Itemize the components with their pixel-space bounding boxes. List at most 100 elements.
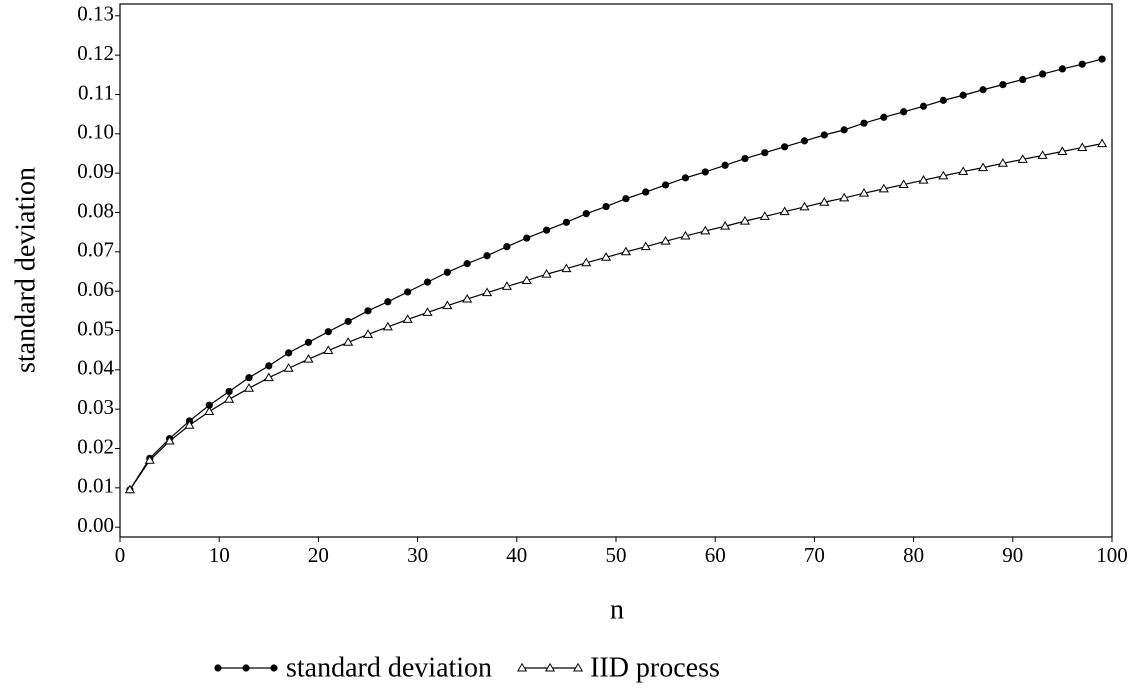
x-tick-label: 20 [308, 543, 329, 567]
data-point [919, 102, 928, 110]
legend-marker [270, 664, 278, 672]
data-point [323, 345, 334, 354]
x-tick-label: 50 [606, 543, 627, 567]
data-point [701, 168, 709, 176]
data-point [344, 317, 352, 326]
data-point [164, 435, 175, 445]
data-point [799, 201, 810, 211]
x-tick-label: 60 [705, 543, 726, 567]
data-point [204, 406, 215, 415]
data-point [243, 383, 255, 392]
data-point [265, 362, 273, 370]
y-tick-label: 0.04 [77, 356, 114, 380]
data-point [959, 91, 967, 99]
legend-marker [544, 662, 556, 672]
y-tick-label: 0.05 [77, 316, 114, 340]
y-tick-label: 0.01 [77, 474, 114, 498]
data-point [501, 281, 512, 290]
data-point [384, 298, 392, 306]
data-point [542, 226, 551, 234]
data-point [245, 374, 253, 382]
plot-frame [119, 3, 1113, 538]
data-point [562, 218, 571, 226]
data-point [958, 166, 969, 176]
data-point [463, 260, 471, 268]
legend-item: IID process [516, 652, 720, 683]
data-point [304, 338, 313, 346]
data-point [423, 278, 432, 286]
data-point [820, 131, 828, 139]
data-point [343, 337, 354, 346]
data-point [184, 420, 195, 429]
data-point [422, 307, 433, 316]
y-tick-label: 0.02 [77, 434, 114, 458]
data-point [759, 211, 770, 220]
y-tick-label: 0.06 [77, 277, 114, 301]
data-point [741, 154, 749, 163]
y-tick-label: 0.13 [77, 2, 114, 26]
x-tick-label: 80 [903, 543, 924, 567]
data-point [1019, 75, 1027, 84]
data-point [622, 195, 630, 203]
x-axis-label: n [610, 594, 624, 625]
data-point [382, 321, 393, 331]
data-point [205, 401, 213, 409]
x-tick-label: 100 [1096, 543, 1128, 567]
data-point [720, 221, 731, 230]
data-point [404, 288, 412, 296]
legend-marker [242, 664, 250, 672]
data-point [1097, 138, 1108, 148]
y-tick-label: 0.09 [77, 159, 114, 183]
data-point [1077, 142, 1088, 152]
data-point [700, 225, 711, 235]
data-point [1058, 65, 1066, 73]
data-point [402, 314, 413, 323]
data-point [739, 215, 751, 225]
data-point [918, 175, 929, 184]
data-point [898, 179, 909, 188]
legend-marker [572, 662, 584, 672]
x-tick-label: 0 [115, 543, 126, 567]
data-point [839, 192, 850, 202]
data-point [721, 161, 729, 169]
data-point [481, 287, 493, 297]
data-point [660, 236, 671, 245]
x-tick-label: 70 [804, 543, 825, 567]
series-line [129, 58, 1103, 491]
legend-marker [516, 662, 528, 672]
data-point [860, 119, 868, 127]
data-point [979, 86, 987, 94]
data-point [781, 143, 789, 151]
y-tick-label: 0.07 [77, 238, 114, 262]
data-point [997, 158, 1008, 167]
y-tick-label: 0.08 [77, 198, 114, 222]
data-point [620, 246, 631, 256]
data-point [582, 210, 590, 218]
data-point [124, 484, 135, 494]
y-axis-label: standard deviation [10, 167, 41, 373]
x-tick-label: 40 [506, 543, 527, 567]
data-point [938, 170, 949, 180]
data-point [581, 257, 592, 267]
data-point [283, 363, 294, 372]
legend-label: standard deviation [286, 652, 492, 683]
data-point [680, 230, 691, 240]
data-point [285, 349, 293, 357]
data-point [880, 113, 888, 121]
data-point [1098, 55, 1106, 63]
data-point [263, 372, 274, 382]
data-point [364, 307, 372, 315]
data-point [521, 275, 532, 284]
data-point [858, 188, 870, 197]
data-point [462, 293, 473, 303]
data-point [640, 241, 651, 251]
data-point [939, 96, 947, 104]
data-point [1057, 146, 1068, 155]
data-point [1038, 70, 1047, 78]
data-point [602, 202, 610, 211]
y-tick-label: 0.11 [78, 80, 114, 104]
y-tick-label: 0.10 [77, 120, 114, 144]
data-point [761, 149, 769, 157]
data-point [977, 162, 989, 172]
